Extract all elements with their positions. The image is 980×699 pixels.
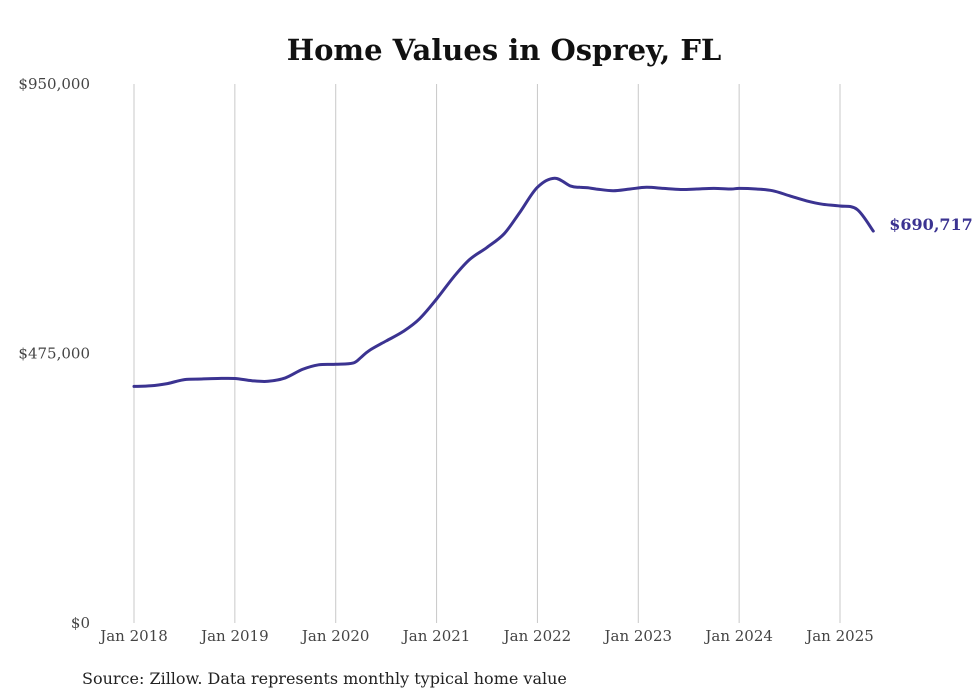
x-axis-ticks: Jan 2018 Jan 2019 Jan 2020 Jan 2021 Jan 2022… [98,627,874,645]
x-tick-label: Jan 2018 [98,627,168,645]
y-tick-label: $950,000 [18,75,90,93]
source-note: Source: Zillow. Data represents monthly … [82,669,567,688]
x-tick-label: Jan 2022 [502,627,572,645]
vertical-gridlines [133,84,841,623]
end-value-label: $690,717 [889,215,973,234]
y-tick-label: $0 [71,614,90,632]
x-tick-label: Jan 2023 [603,627,673,645]
x-tick-label: Jan 2019 [199,627,269,645]
y-axis-ticks: $0 $475,000 $950,000 [18,75,90,632]
x-tick-label: Jan 2025 [804,627,874,645]
y-tick-label: $475,000 [18,345,90,363]
x-tick-label: Jan 2024 [703,627,773,645]
x-tick-label: Jan 2020 [300,627,370,645]
home-value-line [132,176,875,388]
chart-title: Home Values in Osprey, FL [287,33,722,67]
series-layer: $690,717 [132,176,973,388]
x-tick-label: Jan 2021 [401,627,471,645]
